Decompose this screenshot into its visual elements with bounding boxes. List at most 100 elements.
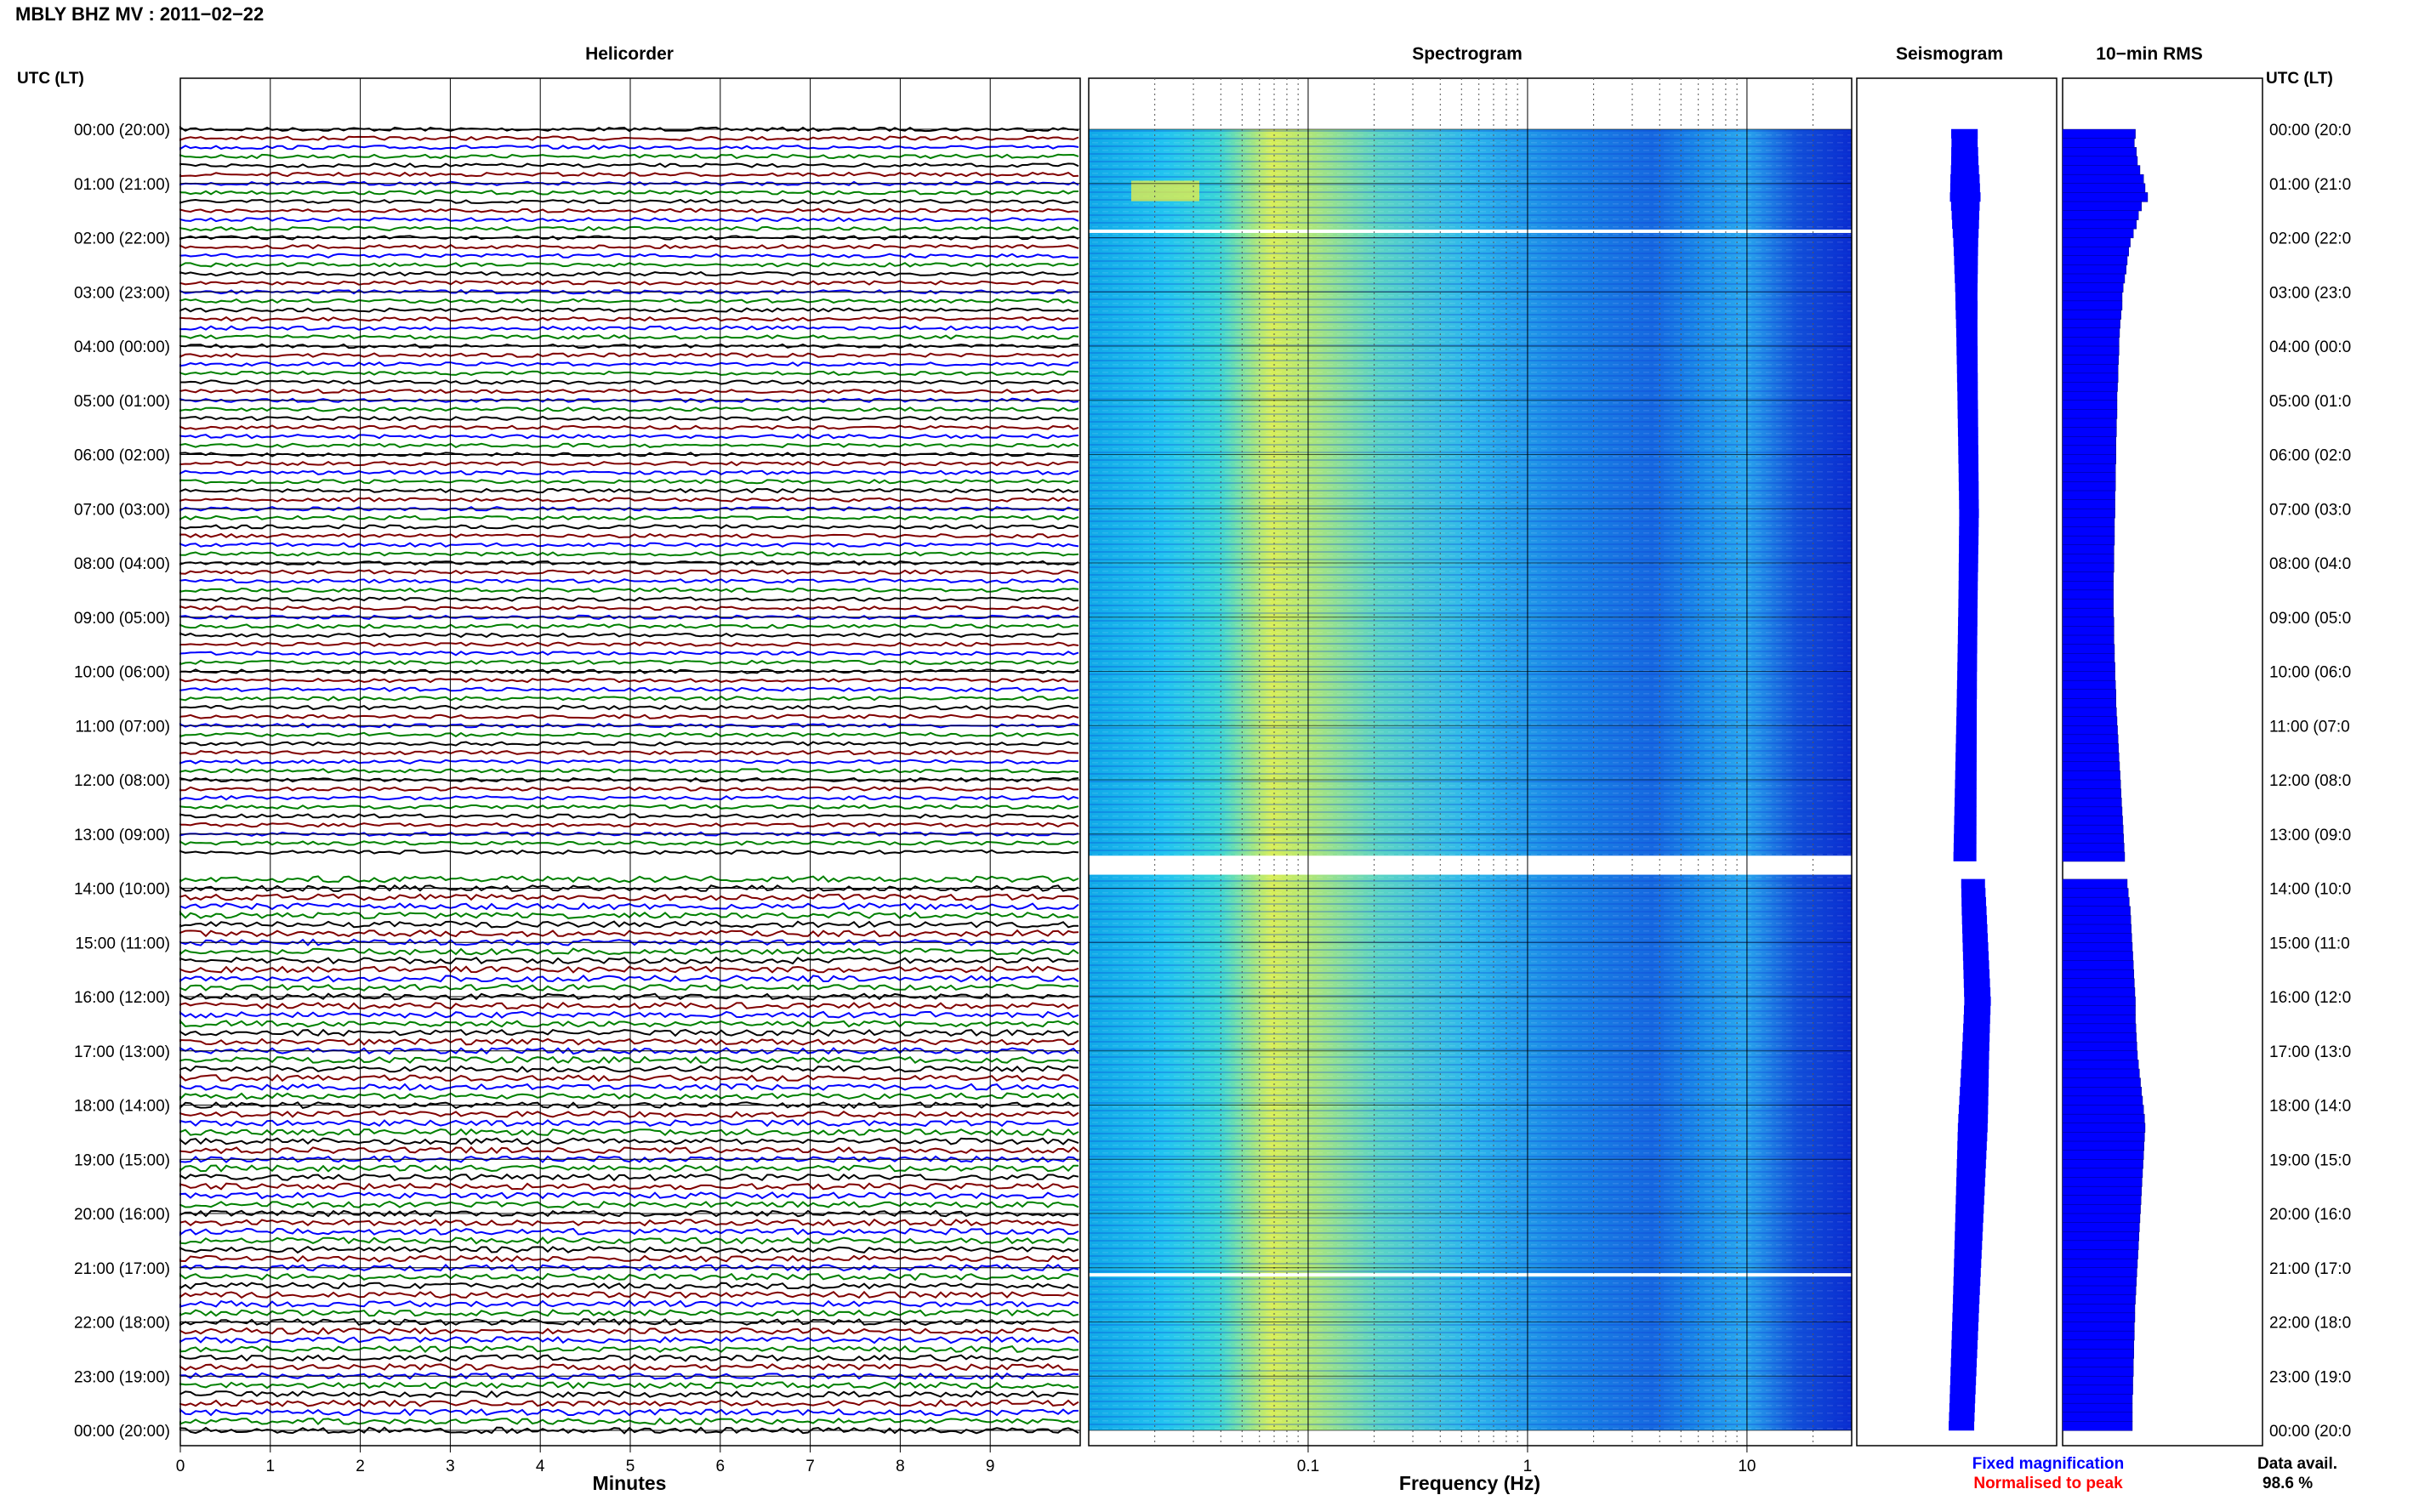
trace-line bbox=[179, 406, 1079, 412]
trace-line bbox=[179, 524, 1079, 530]
trace-line bbox=[179, 1407, 1079, 1417]
rms-bar bbox=[2062, 1032, 2137, 1043]
trace-line bbox=[179, 1128, 1079, 1137]
minutes-tick-label: 9 bbox=[986, 1458, 995, 1475]
rms-panel bbox=[2062, 77, 2263, 1447]
time-label-left: 10:00 (06:00) bbox=[74, 664, 170, 682]
rms-bar bbox=[2062, 1015, 2136, 1025]
rms-bar bbox=[2062, 752, 2120, 763]
trace-line bbox=[179, 1336, 1079, 1344]
helicorder-traces bbox=[179, 126, 1079, 1435]
rms-bar bbox=[2062, 147, 2137, 157]
minutes-tick-label: 7 bbox=[805, 1458, 815, 1475]
rms-bar bbox=[2062, 1267, 2137, 1277]
trace-line bbox=[179, 1110, 1079, 1118]
frequency-tick-label: 1 bbox=[1523, 1458, 1533, 1475]
rms-bar bbox=[2062, 562, 2114, 573]
rms-bar bbox=[2062, 951, 2133, 962]
trace-line bbox=[179, 1227, 1079, 1236]
rms-bar bbox=[2062, 264, 2127, 275]
rms-bar bbox=[2062, 1213, 2141, 1224]
rms-bar bbox=[2062, 734, 2119, 745]
rms-bar bbox=[2062, 409, 2118, 419]
rms-bar bbox=[2062, 237, 2131, 247]
rms-bar bbox=[2062, 128, 2136, 139]
rms-bar bbox=[2062, 1050, 2138, 1060]
trace-line bbox=[179, 1399, 1079, 1407]
rms-bar bbox=[2062, 1312, 2136, 1323]
trace-line bbox=[179, 1218, 1079, 1227]
rms-bar bbox=[2062, 1294, 2136, 1305]
trace-line bbox=[179, 965, 1079, 974]
trace-line bbox=[179, 849, 1079, 855]
trace-line bbox=[179, 280, 1079, 286]
rms-bar bbox=[2062, 888, 2129, 898]
time-label-left: 11:00 (07:00) bbox=[75, 718, 170, 736]
rms-bar bbox=[2062, 1376, 2133, 1386]
trace-line bbox=[179, 1001, 1079, 1010]
rms-bar bbox=[2062, 292, 2123, 302]
trace-line bbox=[179, 542, 1079, 548]
rms-bar bbox=[2062, 355, 2120, 365]
rms-bar bbox=[2062, 454, 2116, 464]
rms-bar bbox=[2062, 1041, 2137, 1052]
rms-bar bbox=[2062, 896, 2130, 907]
rms-bar bbox=[2062, 481, 2116, 492]
trace-line bbox=[179, 424, 1079, 430]
left-time-labels: 00:00 (20:00) 01:00 (21:00) 02:00 (22:00) 0… bbox=[74, 122, 170, 1441]
rms-bar bbox=[2062, 824, 2124, 835]
rms-bar bbox=[2062, 671, 2115, 681]
rms-bar bbox=[2062, 915, 2132, 925]
trace-line bbox=[179, 207, 1079, 213]
trace-line bbox=[179, 902, 1079, 911]
trace-line bbox=[179, 352, 1079, 358]
trace-line bbox=[179, 704, 1079, 711]
rms-bar bbox=[2062, 599, 2114, 609]
rms-bar bbox=[2062, 1304, 2136, 1314]
trace-line bbox=[179, 388, 1079, 395]
trace-line bbox=[179, 578, 1079, 584]
trace-line bbox=[179, 1083, 1079, 1091]
rms-bar bbox=[2062, 698, 2116, 708]
helicorder-title: Helicorder bbox=[585, 44, 674, 64]
rms-bar bbox=[2062, 337, 2120, 347]
time-label-right: 00:00 (20:0 bbox=[2269, 122, 2351, 139]
rms-bar bbox=[2062, 1231, 2140, 1242]
rms-bar bbox=[2062, 770, 2120, 781]
rms-bar bbox=[2062, 779, 2121, 790]
trace-line bbox=[179, 795, 1079, 801]
trace-line bbox=[179, 659, 1079, 666]
time-label-left: 21:00 (17:00) bbox=[74, 1260, 170, 1278]
rms-bar bbox=[2062, 1087, 2143, 1097]
trace-line bbox=[179, 749, 1079, 756]
rms-bar bbox=[2062, 662, 2115, 673]
rms-bar bbox=[2062, 1023, 2137, 1034]
rms-bar bbox=[2062, 1140, 2145, 1151]
rms-bar bbox=[2062, 851, 2126, 862]
trace-line bbox=[179, 1327, 1079, 1335]
trace-line bbox=[179, 460, 1079, 467]
rms-bar bbox=[2062, 1185, 2143, 1197]
rms-bar bbox=[2062, 364, 2119, 374]
trace-line bbox=[179, 1417, 1079, 1426]
rms-bar bbox=[2062, 1077, 2141, 1088]
spectrogram-hotspot bbox=[1131, 180, 1199, 202]
rms-bar bbox=[2062, 607, 2114, 618]
trace-line bbox=[179, 569, 1079, 575]
rms-bar bbox=[2062, 1123, 2146, 1133]
right-axis-header: UTC (LT) bbox=[2266, 70, 2333, 88]
trace-line bbox=[179, 1344, 1079, 1354]
rms-bar bbox=[2062, 436, 2116, 446]
rms-bar bbox=[2062, 382, 2118, 392]
rms-bar bbox=[2062, 165, 2141, 175]
rms-bar bbox=[2062, 228, 2134, 239]
rms-bar bbox=[2062, 589, 2114, 600]
trace-line bbox=[179, 153, 1079, 160]
rms-bar bbox=[2062, 626, 2114, 636]
time-label-right: 11:00 (07:0 bbox=[2269, 718, 2350, 736]
spectrogram-grid bbox=[1088, 77, 1853, 1447]
rms-bar bbox=[2062, 427, 2117, 437]
trace-line bbox=[179, 135, 1079, 141]
time-label-left: 22:00 (18:00) bbox=[74, 1315, 170, 1333]
time-label-right: 19:00 (15:0 bbox=[2269, 1151, 2351, 1169]
